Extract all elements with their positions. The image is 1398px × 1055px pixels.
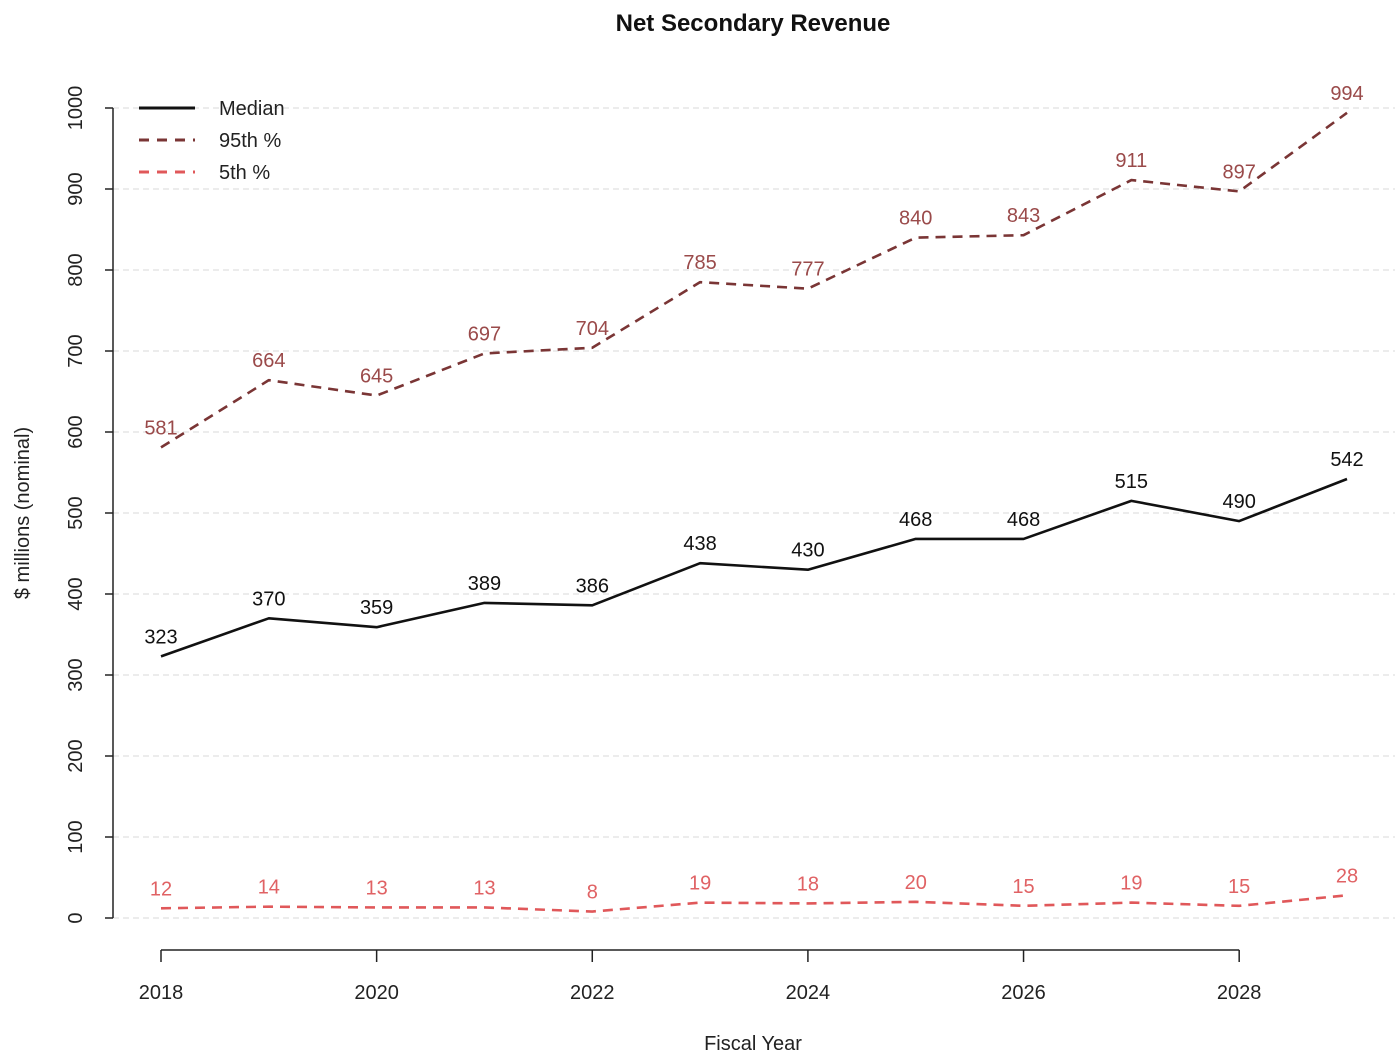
data-label-median-2025: 468: [899, 509, 932, 531]
x-tick-label-2026: 2026: [1001, 982, 1046, 1004]
data-label-5th-2019: 14: [258, 877, 280, 899]
data-label-95th-2028: 897: [1222, 161, 1255, 183]
data-label-5th-2018: 12: [150, 878, 172, 900]
y-tick-label-800: 800: [65, 253, 87, 286]
data-label-95th-2024: 777: [791, 259, 824, 281]
legend-label-median: Median: [219, 98, 285, 120]
data-label-median-2028: 490: [1222, 491, 1255, 513]
x-tick-label-2024: 2024: [786, 982, 831, 1004]
series-lines: [160, 111, 1348, 913]
y-tick-label-500: 500: [65, 496, 87, 529]
data-label-5th-2026: 15: [1012, 876, 1034, 898]
y-tick-label-400: 400: [65, 577, 87, 610]
legend-label-95th: 95th %: [219, 130, 281, 152]
chart-title: Net Secondary Revenue: [616, 10, 891, 37]
legend-label-5th: 5th %: [219, 162, 270, 184]
data-label-5th-2020: 13: [366, 877, 388, 899]
data-label-95th-2023: 785: [683, 252, 716, 274]
x-tick-label-2028: 2028: [1217, 982, 1262, 1004]
series-line-5th: [160, 894, 1348, 913]
data-label-median-2029: 542: [1330, 449, 1363, 471]
data-label-95th-2022: 704: [576, 318, 609, 340]
y-tick-label-600: 600: [65, 415, 87, 448]
data-labels: 323 370 359 389 386 438 430 468 468 515 490 542 581 6…: [144, 83, 1363, 904]
data-label-median-2020: 359: [360, 597, 393, 619]
data-label-95th-2027: 911: [1115, 150, 1147, 172]
data-label-95th-2021: 697: [468, 323, 501, 345]
data-label-95th-2026: 843: [1007, 205, 1040, 227]
y-tick-label-1000: 1000: [65, 86, 87, 131]
data-label-95th-2029: 994: [1330, 83, 1363, 105]
y-tick-label-100: 100: [65, 820, 87, 853]
data-label-5th-2025: 20: [905, 872, 927, 894]
data-label-median-2022: 386: [576, 575, 609, 597]
y-tick-label-900: 900: [65, 172, 87, 205]
data-label-median-2027: 515: [1115, 471, 1148, 493]
data-label-median-2023: 438: [683, 533, 716, 555]
data-label-5th-2023: 19: [689, 873, 711, 895]
y-tick-label-700: 700: [65, 334, 87, 367]
data-label-5th-2024: 18: [797, 873, 819, 895]
series-line-95th: [160, 111, 1348, 449]
data-label-95th-2020: 645: [360, 366, 393, 388]
data-label-5th-2022: 8: [587, 882, 598, 904]
data-label-95th-2019: 664: [252, 350, 285, 372]
x-tick-label-2022: 2022: [570, 982, 615, 1004]
data-label-median-2026: 468: [1007, 509, 1040, 531]
legend: Median 95th % 5th %: [139, 98, 285, 184]
data-label-95th-2018: 581: [144, 417, 177, 439]
data-label-5th-2021: 13: [473, 877, 495, 899]
series-line-median: [160, 477, 1348, 658]
data-label-median-2021: 389: [468, 573, 501, 595]
grid-lines: [113, 107, 1395, 919]
y-axis-label: $ millions (nominal): [12, 427, 34, 599]
x-axis-label: Fiscal Year: [704, 1033, 802, 1055]
data-label-median-2018: 323: [144, 626, 177, 648]
data-label-5th-2028: 15: [1228, 876, 1250, 898]
y-tick-label-200: 200: [65, 739, 87, 772]
data-label-5th-2027: 19: [1120, 873, 1142, 895]
data-label-median-2024: 430: [791, 540, 824, 562]
x-tick-label-2020: 2020: [354, 982, 399, 1004]
data-label-95th-2025: 840: [899, 208, 932, 230]
data-label-5th-2029: 28: [1336, 865, 1358, 887]
x-tick-label-2018: 2018: [139, 982, 184, 1004]
data-label-median-2019: 370: [252, 588, 285, 610]
y-tick-label-0: 0: [65, 912, 87, 923]
y-tick-label-300: 300: [65, 658, 87, 691]
